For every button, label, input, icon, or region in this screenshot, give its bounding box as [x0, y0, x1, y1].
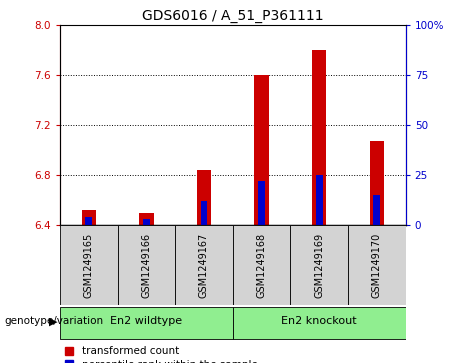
Text: GSM1249169: GSM1249169	[314, 232, 324, 298]
Bar	[348, 225, 406, 305]
Bar	[197, 170, 211, 225]
Text: genotype/variation: genotype/variation	[5, 316, 104, 326]
Bar	[316, 175, 323, 225]
Bar	[201, 201, 207, 225]
Bar	[82, 210, 96, 225]
Bar	[139, 213, 154, 225]
Text: GSM1249166: GSM1249166	[142, 232, 151, 298]
Legend: transformed count, percentile rank within the sample: transformed count, percentile rank withi…	[65, 346, 258, 363]
Text: GSM1249168: GSM1249168	[257, 232, 266, 298]
Title: GDS6016 / A_51_P361111: GDS6016 / A_51_P361111	[142, 9, 324, 23]
Bar	[258, 181, 265, 225]
Bar	[254, 75, 269, 225]
Text: En2 knockout: En2 knockout	[281, 316, 357, 326]
Text: ▶: ▶	[49, 316, 57, 326]
Bar	[85, 217, 92, 225]
Text: GSM1249165: GSM1249165	[84, 232, 94, 298]
Text: GSM1249170: GSM1249170	[372, 232, 382, 298]
Bar	[233, 225, 290, 305]
Text: En2 wildtype: En2 wildtype	[110, 316, 183, 326]
Bar	[118, 225, 175, 305]
Bar	[60, 225, 118, 305]
Bar	[233, 307, 406, 339]
Text: GSM1249167: GSM1249167	[199, 232, 209, 298]
Bar	[290, 225, 348, 305]
Bar	[175, 225, 233, 305]
Bar	[143, 219, 150, 225]
Bar	[373, 195, 380, 225]
Bar	[370, 142, 384, 225]
Bar	[312, 50, 326, 225]
Bar	[60, 307, 233, 339]
